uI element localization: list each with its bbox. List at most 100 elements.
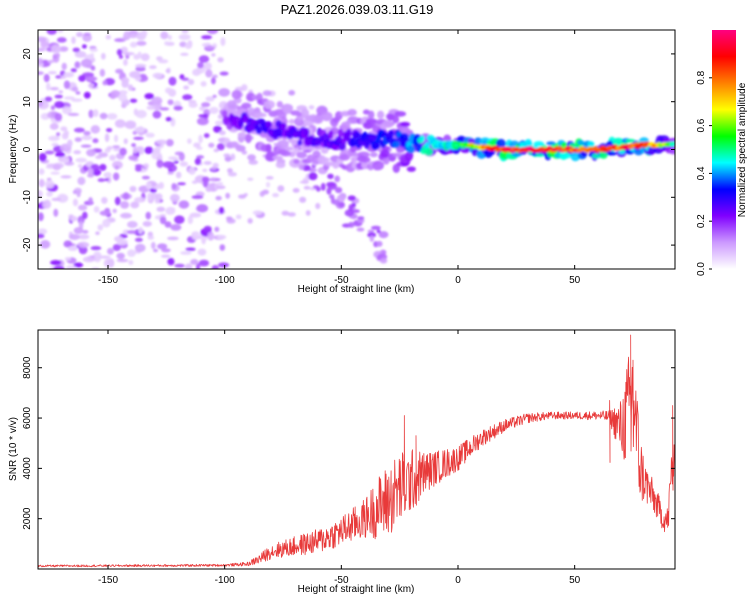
colorbar-tick-label: 0.4 [696,166,707,180]
spectrogram-cell [208,142,215,148]
spectrogram-cell [169,193,180,203]
spectrogram-cell [144,146,154,155]
spectrogram-cell [63,80,71,90]
spectrogram-cell [129,98,138,103]
snr-xtick-label: -150 [98,575,118,586]
spectrogram-cell [406,166,416,172]
spectrogram-cell [246,92,256,102]
spectrogram-cell [105,128,113,133]
spectrogram-cell [218,88,230,97]
spectrogram-cell [392,141,401,149]
spectrogram-cell [201,102,211,108]
spectrogram-cell [156,206,166,212]
spectrogram-cell [213,148,219,153]
spectrogram-cell [220,37,226,47]
spectrogram-cell [196,117,209,126]
spectrogram-cell [38,47,46,52]
spectrogram-cell [67,139,73,148]
spectrogram-cell [74,61,80,69]
spectrogram-cell [60,175,72,179]
spectrogram-cell [128,155,139,161]
spectrogram-cell [149,65,157,70]
spectrogram-cell [38,71,44,76]
spectrogram-cell [57,30,64,33]
spectrogram-cell [210,166,217,171]
spectrogram-cell [64,161,75,166]
spectrogram-cell [44,150,55,155]
spectrogram-cell [99,112,108,120]
spectrogram-cell [312,115,324,124]
snr-frame [37,329,676,570]
spectrogram-cell [193,142,201,148]
spectrogram-cell [241,84,248,92]
spectrogram-cell [90,125,101,134]
spectrogram-cell [49,86,59,91]
spectrogram-cell [195,263,201,269]
spectrogram-cell [171,182,177,190]
spectrogram-cell [119,147,127,156]
spectrogram-cell [83,131,91,136]
spectrogram-cell [357,216,365,220]
spectrogram-cell [99,163,107,171]
spectrogram-cell [406,145,415,154]
spectrogram-cell [235,214,242,220]
spectrogram-cell [185,247,196,252]
spectrogram-cell [227,168,233,174]
spectrogram-cell [308,172,318,181]
spectrogram-cell [138,146,145,155]
spectrogram-cell [168,76,177,86]
spectrogram-cell [174,215,185,224]
snr-ytick-label: 2000 [22,507,33,530]
spectrogram-cell [308,168,317,173]
spectrogram-cell [280,116,288,125]
spectrogram-cell [63,159,70,163]
spectrogram-cell [78,234,90,240]
colorbar-tick-label: 0.0 [696,262,707,276]
spectrogram-cell [303,127,310,137]
spectrogram-cell [77,164,83,169]
spectrogram-cell [217,262,230,268]
spectrogram-cell [133,136,144,140]
spectrogram-cell [191,195,204,200]
spectrogram-cell [71,98,83,102]
spectrogram-cell [103,171,112,178]
spectrogram-cell [87,167,94,176]
spectrogram-cell [76,190,81,198]
spectrogram-cell [95,231,100,235]
spectrogram-cell [129,33,137,39]
spectrogram-cell [173,105,183,111]
colorbar-tick-label: 0.2 [696,214,707,228]
spectrogram-cell [114,196,121,206]
spectrogram-cell [137,51,142,59]
spectrogram-cell [340,121,351,130]
spectrogram-cell [346,128,352,138]
spectrogram-cell [189,212,202,218]
spectrogram-cell [68,234,81,240]
spectrogram-cell [159,213,166,218]
spectrogram-cell [369,235,375,242]
spectrogram-cell [165,139,174,147]
spectrogram-cell [84,54,94,61]
spectrogram-cell [75,157,87,163]
spectrogram-cell [382,156,390,165]
spectrogram-cell [106,146,113,150]
spectrogram-cell [204,46,216,50]
snr-xlabel: Height of straight line (km) [298,584,415,595]
spectrogram-cell [275,161,286,169]
spectrogram-cell [38,178,45,188]
spectrogram-cell [45,180,55,189]
spectrogram-cell [38,212,44,222]
spectrogram-cell [288,90,296,96]
spectrogram-cell [99,210,111,216]
spectrogram-cell [356,227,365,232]
spectrogram-cell [230,153,236,161]
spectrogram-cell [123,31,131,41]
spectrogram-cell [129,41,138,48]
spectrogram-cell [205,69,213,78]
spectrogram-cell [577,140,585,146]
spectrogram-cell [67,245,78,252]
spectrogram-cell [88,109,94,119]
spectrogram-cell [126,220,138,229]
spectrogram-cell [162,161,175,169]
